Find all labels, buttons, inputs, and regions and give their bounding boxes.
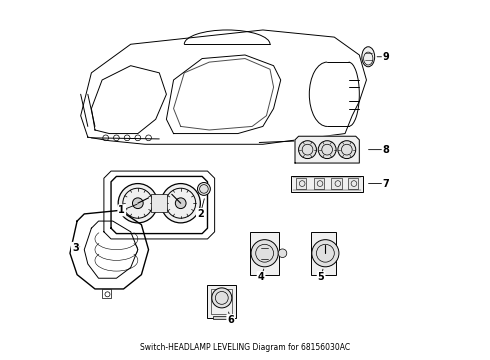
Bar — [296, 178, 306, 189]
Circle shape — [197, 183, 210, 195]
Ellipse shape — [362, 47, 375, 67]
Text: 8: 8 — [383, 145, 390, 155]
Bar — [207, 285, 236, 318]
Bar — [151, 194, 167, 212]
Circle shape — [118, 184, 157, 223]
Circle shape — [318, 141, 336, 158]
Bar — [331, 178, 342, 189]
Polygon shape — [295, 136, 359, 163]
Circle shape — [132, 198, 143, 208]
Bar — [347, 178, 358, 189]
Circle shape — [338, 141, 356, 158]
Bar — [213, 316, 231, 319]
Circle shape — [251, 240, 278, 267]
Circle shape — [175, 198, 186, 208]
Circle shape — [212, 288, 232, 308]
Bar — [211, 289, 232, 314]
Circle shape — [161, 184, 200, 223]
Text: 9: 9 — [383, 52, 390, 62]
Bar — [314, 178, 324, 189]
Text: 2: 2 — [197, 209, 204, 219]
Text: 3: 3 — [72, 243, 79, 253]
Bar — [102, 289, 111, 298]
Text: Switch-HEADLAMP LEVELING Diagram for 68156030AC: Switch-HEADLAMP LEVELING Diagram for 681… — [140, 343, 350, 352]
Text: 5: 5 — [318, 272, 324, 282]
Text: 6: 6 — [227, 315, 234, 325]
Circle shape — [312, 240, 339, 267]
Bar — [311, 232, 336, 275]
Text: 4: 4 — [258, 272, 265, 282]
Text: 1: 1 — [119, 205, 125, 215]
Circle shape — [278, 249, 287, 257]
Circle shape — [298, 141, 317, 158]
Text: 7: 7 — [383, 179, 390, 189]
Bar — [250, 232, 279, 275]
Bar — [292, 176, 363, 192]
